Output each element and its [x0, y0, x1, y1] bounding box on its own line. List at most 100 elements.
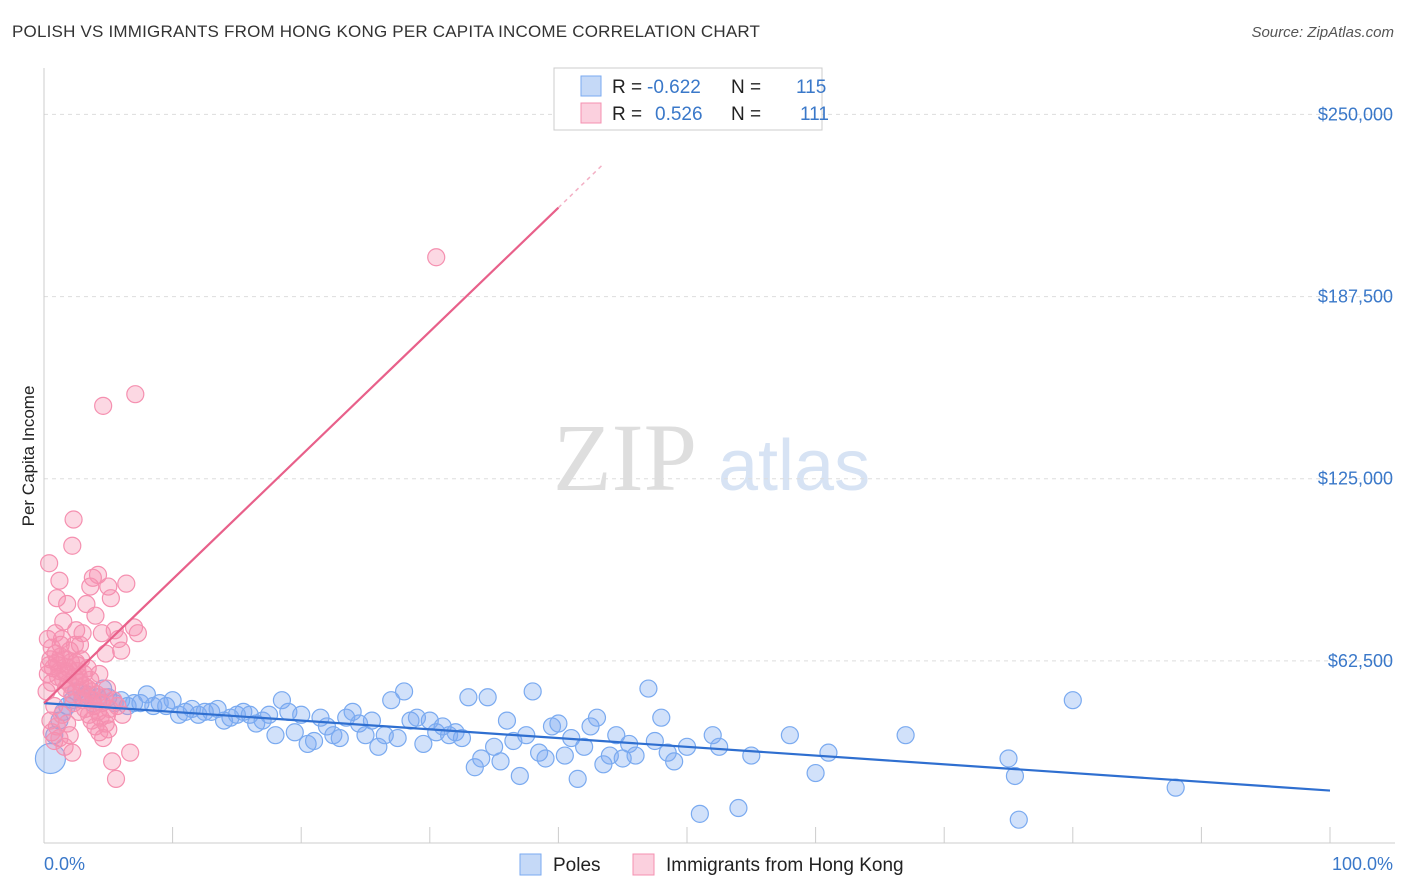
poles-trend-line: [43, 702, 1331, 792]
legend-r-value-hk: 0.526: [655, 104, 703, 125]
hk-point: [112, 641, 131, 660]
hk-point: [50, 728, 69, 748]
poles-point: [330, 728, 349, 748]
hk-point: [58, 714, 77, 733]
poles-point: [452, 728, 472, 748]
hk-trend-line-extension: [557, 163, 604, 209]
hk-point: [46, 624, 65, 643]
watermark-zip: ZIP: [553, 404, 697, 511]
axes: [43, 68, 1395, 844]
poles-point: [369, 737, 388, 756]
poles-point: [575, 737, 594, 756]
y-tick-label: $187,500: [1318, 287, 1393, 307]
poles-point: [703, 726, 722, 745]
poles-point: [806, 763, 825, 783]
hk-point: [121, 743, 140, 762]
hk-point: [52, 705, 72, 724]
hk-point: [90, 664, 109, 684]
legend-n-value-hk: 111: [800, 104, 829, 125]
poles-point: [1063, 691, 1082, 710]
y-tick-labels: $62,500 $125,000 $187,500 $250,000: [1318, 104, 1393, 670]
chart-title: POLISH VS IMMIGRANTS FROM HONG KONG PER …: [12, 22, 761, 41]
hk-point: [126, 385, 145, 404]
poles-point: [710, 737, 729, 756]
legend-bottom-swatch-poles: [519, 853, 542, 876]
poles-point: [523, 682, 542, 701]
hk-trend-line: [43, 206, 560, 704]
poles-point: [491, 752, 510, 771]
poles-point: [587, 708, 607, 727]
y-tick-label: $125,000: [1318, 469, 1393, 489]
hk-point: [60, 726, 79, 745]
poles-point: [607, 726, 626, 745]
legend-bottom: Poles Immigrants from Hong Kong: [519, 853, 904, 876]
hk-point: [64, 510, 83, 529]
poles-point: [626, 746, 645, 765]
y-tick-label: $250,000: [1318, 104, 1393, 124]
hk-point: [99, 577, 118, 596]
poles-point: [780, 726, 799, 745]
hk-point: [117, 574, 136, 593]
hk-point: [103, 752, 122, 771]
hk-point: [63, 536, 82, 555]
legend-swatch-hk: [580, 102, 602, 124]
poles-point: [652, 708, 671, 727]
poles-point: [394, 682, 414, 701]
poles-point: [639, 679, 658, 698]
hk-point: [427, 248, 446, 267]
x-tick-label-max: 100.0%: [1332, 854, 1393, 874]
trend-lines: [43, 163, 1331, 792]
poles-point: [1009, 810, 1028, 829]
poles-point: [510, 766, 529, 786]
poles-point: [819, 743, 838, 762]
legend-r-label-hk: R =: [612, 104, 642, 125]
poles-point: [568, 769, 587, 788]
legend-bottom-label-poles: Poles: [553, 855, 601, 876]
poles-point: [382, 691, 401, 710]
hk-point: [99, 720, 118, 739]
gridlines: [44, 113, 1395, 662]
poles-point: [304, 731, 324, 751]
hk-point: [86, 606, 105, 625]
hk-point: [47, 717, 66, 736]
legend-n-value-poles: 115: [796, 77, 826, 98]
hk-point: [106, 769, 126, 788]
poles-point: [896, 726, 915, 745]
poles-point: [414, 734, 433, 754]
poles-point: [742, 746, 761, 765]
hk-point: [58, 594, 77, 614]
watermark-atlas: atlas: [718, 426, 870, 506]
hk-point: [101, 589, 120, 608]
poles-point: [549, 714, 568, 733]
legend-top: R = -0.622 N = 115 R = 0.526 N = 111: [553, 67, 829, 131]
hk-point: [105, 621, 124, 640]
poles-point: [292, 705, 311, 724]
y-axis-title: Per Capita Income: [19, 386, 38, 527]
hk-point: [59, 673, 78, 692]
poles-point: [1166, 778, 1185, 797]
poles-point: [536, 749, 555, 768]
poles-point: [690, 804, 709, 823]
x-tick-label-min: 0.0%: [44, 854, 85, 874]
poles-point: [1005, 766, 1025, 786]
poles-point: [208, 699, 227, 719]
poles-point: [343, 702, 362, 721]
legend-r-label-poles: R =: [612, 77, 642, 98]
poles-point: [459, 688, 478, 707]
hk-point: [88, 565, 108, 584]
hk-point: [70, 635, 90, 654]
hk-point: [128, 624, 147, 643]
hk-point: [50, 571, 69, 590]
poles-point: [729, 798, 748, 818]
poles-point: [272, 691, 292, 710]
y-tick-label: $62,500: [1328, 651, 1393, 671]
hk-point: [113, 705, 132, 724]
hk-point: [96, 644, 115, 663]
poles-point: [137, 685, 156, 704]
hk-point: [63, 743, 82, 762]
legend-bottom-label-hk: Immigrants from Hong Kong: [666, 855, 904, 876]
legend-n-label-poles: N =: [731, 77, 761, 98]
hk-point: [97, 679, 117, 698]
legend-n-label-hk: N =: [731, 104, 761, 125]
poles-point: [285, 723, 304, 742]
